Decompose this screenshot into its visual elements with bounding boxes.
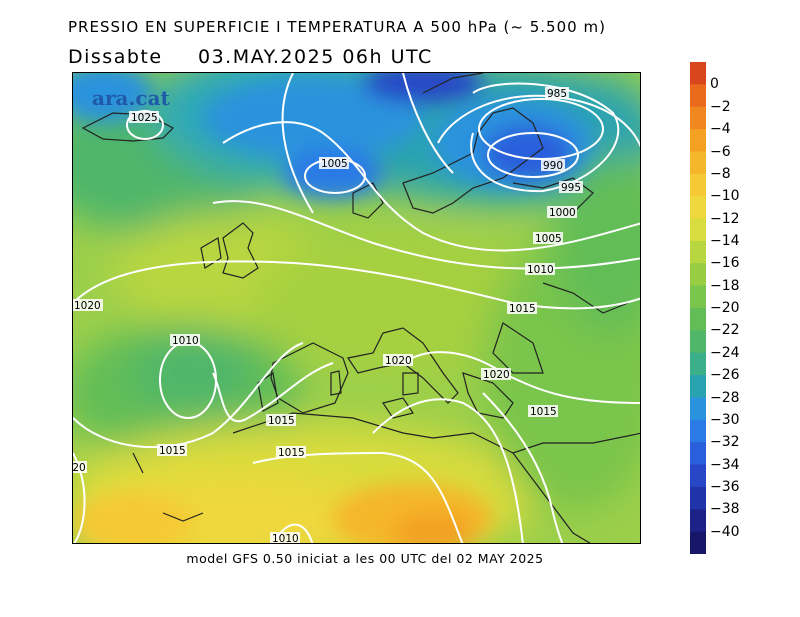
colorbar-tick-label: −28 xyxy=(710,389,740,406)
colorbar-swatch xyxy=(690,106,706,130)
colorbar-tick-label: −20 xyxy=(710,300,740,316)
colorbar-labels: 0 −2 −4 −6 −8 −10 −12 −14 −16 −18 −20 −22 −24 −26 −28 −… xyxy=(710,62,770,554)
colorbar-swatch xyxy=(690,218,706,242)
colorbar-swatch xyxy=(690,129,706,152)
isobar-label: 1015 xyxy=(509,303,536,315)
colorbar-swatch xyxy=(690,84,706,108)
colorbar-swatch xyxy=(690,397,706,421)
isobar-label: 1015 xyxy=(159,445,186,457)
model-info: model GFS 0.50 iniciat a les 00 UTC del … xyxy=(186,551,544,566)
isobar-label: 1005 xyxy=(535,233,562,245)
colorbar-tick-label: −18 xyxy=(710,277,740,294)
site-logo[interactable]: ara.cat xyxy=(92,86,170,110)
colorbar-swatch xyxy=(690,375,706,398)
colorbar-tick-label: −2 xyxy=(710,98,731,115)
isobar-label: 1000 xyxy=(549,207,576,219)
isobar-label: 1010 xyxy=(272,533,299,544)
isobar-label: 1015 xyxy=(278,447,305,459)
colorbar-swatch xyxy=(690,419,706,443)
colorbar-tick-label: −36 xyxy=(710,478,740,495)
colorbar-tick-label: −30 xyxy=(710,411,740,428)
colorbar-svg xyxy=(690,62,706,555)
isobar-label: 1015 xyxy=(268,415,295,427)
colorbar-tick-label: −32 xyxy=(710,434,740,451)
colorbar-swatch xyxy=(690,531,706,555)
colorbar-tick-label: −6 xyxy=(710,143,731,160)
chart-title: PRESSIO EN SUPERFICIE I TEMPERATURA A 50… xyxy=(68,18,606,36)
isobar-label: 1010 xyxy=(172,335,199,347)
isobar-label: 1005 xyxy=(321,158,348,170)
colorbar-swatch xyxy=(690,330,706,354)
colorbar-tick-label: −14 xyxy=(710,232,740,249)
colorbar-swatch xyxy=(690,442,706,466)
colorbar-swatch xyxy=(690,151,706,175)
colorbar-tick-label: −38 xyxy=(710,501,740,518)
isobar-label: 1025 xyxy=(131,112,158,124)
colorbar-swatch xyxy=(690,352,706,376)
colorbar-swatch xyxy=(690,62,706,85)
colorbar-tick-label: −8 xyxy=(710,165,731,182)
colorbar-swatch xyxy=(690,263,706,287)
isobar-label: 1015 xyxy=(530,406,557,418)
colorbar-tick-label: −4 xyxy=(710,121,731,138)
weather-map: 1025 1005 985 990 995 1000 1005 1010 101… xyxy=(72,72,641,544)
colorbar-tick-label: −34 xyxy=(710,456,740,473)
isobar-label: 990 xyxy=(543,160,563,172)
colorbar-swatch xyxy=(690,509,706,533)
colorbar-tick-label: −40 xyxy=(710,523,740,540)
colorbar-swatch xyxy=(690,196,706,220)
colorbar-swatch xyxy=(690,173,706,197)
isobar-label: 995 xyxy=(561,182,581,194)
colorbar-tick-label: −26 xyxy=(710,367,740,384)
colorbar-swatch xyxy=(690,486,706,510)
date-label: 03.MAY.2025 06h UTC xyxy=(198,46,433,68)
isobar-labels: 1025 1005 985 990 995 1000 1005 1010 101… xyxy=(73,87,583,544)
map-svg: 1025 1005 985 990 995 1000 1005 1010 101… xyxy=(73,73,640,544)
isobar-label: 1020 xyxy=(73,462,86,474)
cold-pool-shading xyxy=(73,73,593,543)
isobar-label: 1020 xyxy=(385,355,412,367)
chart-subtitle: Dissabte 03.MAY.2025 06h UTC xyxy=(68,46,433,68)
isobar-label: 1020 xyxy=(74,300,101,312)
colorbar xyxy=(690,62,706,555)
colorbar-tick-label: −22 xyxy=(710,322,740,339)
colorbar-swatch xyxy=(690,464,706,488)
isobar-label: 1010 xyxy=(527,264,554,276)
isobar-label: 985 xyxy=(547,88,567,100)
isobar-label: 1020 xyxy=(483,369,510,381)
colorbar-tick-label: −10 xyxy=(710,188,740,205)
colorbar-tick-label: 0 xyxy=(710,76,719,93)
colorbar-swatch xyxy=(690,285,706,309)
colorbar-swatch xyxy=(690,308,706,331)
colorbar-tick-label: −12 xyxy=(710,210,740,227)
colorbar-tick-label: −24 xyxy=(710,344,740,361)
colorbar-tick-label: −16 xyxy=(710,255,740,272)
colorbar-swatch xyxy=(690,240,706,264)
coastlines xyxy=(81,73,640,543)
day-label: Dissabte xyxy=(68,46,163,68)
